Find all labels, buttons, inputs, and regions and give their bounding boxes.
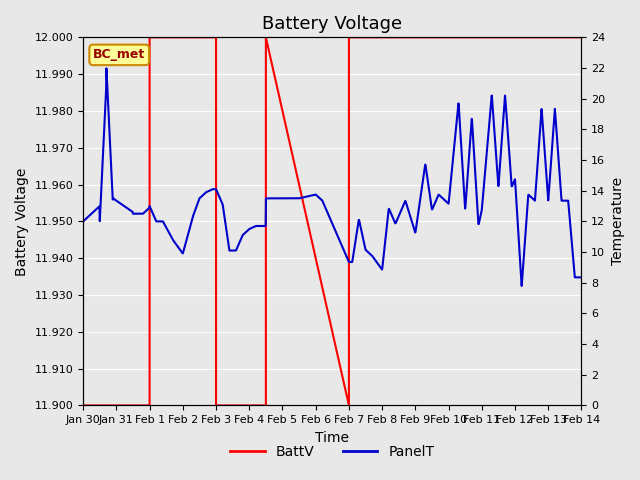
X-axis label: Time: Time bbox=[316, 431, 349, 444]
Title: Battery Voltage: Battery Voltage bbox=[262, 15, 403, 33]
Y-axis label: Temperature: Temperature bbox=[611, 177, 625, 265]
Legend: BattV, PanelT: BattV, PanelT bbox=[225, 440, 440, 465]
Text: BC_met: BC_met bbox=[93, 48, 145, 61]
Y-axis label: Battery Voltage: Battery Voltage bbox=[15, 167, 29, 276]
